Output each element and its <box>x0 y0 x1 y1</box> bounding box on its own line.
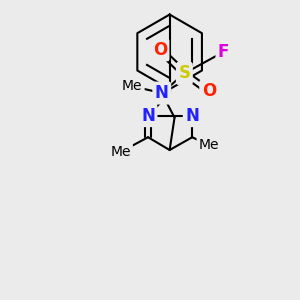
Text: N: N <box>141 106 155 124</box>
Text: N: N <box>155 84 169 102</box>
Text: Me: Me <box>199 138 219 152</box>
Text: N: N <box>185 106 199 124</box>
Text: S: S <box>178 64 190 82</box>
Text: Me: Me <box>110 145 131 159</box>
Text: O: O <box>153 41 167 59</box>
Text: Me: Me <box>122 79 142 93</box>
Text: O: O <box>202 82 216 100</box>
Text: F: F <box>218 43 229 61</box>
